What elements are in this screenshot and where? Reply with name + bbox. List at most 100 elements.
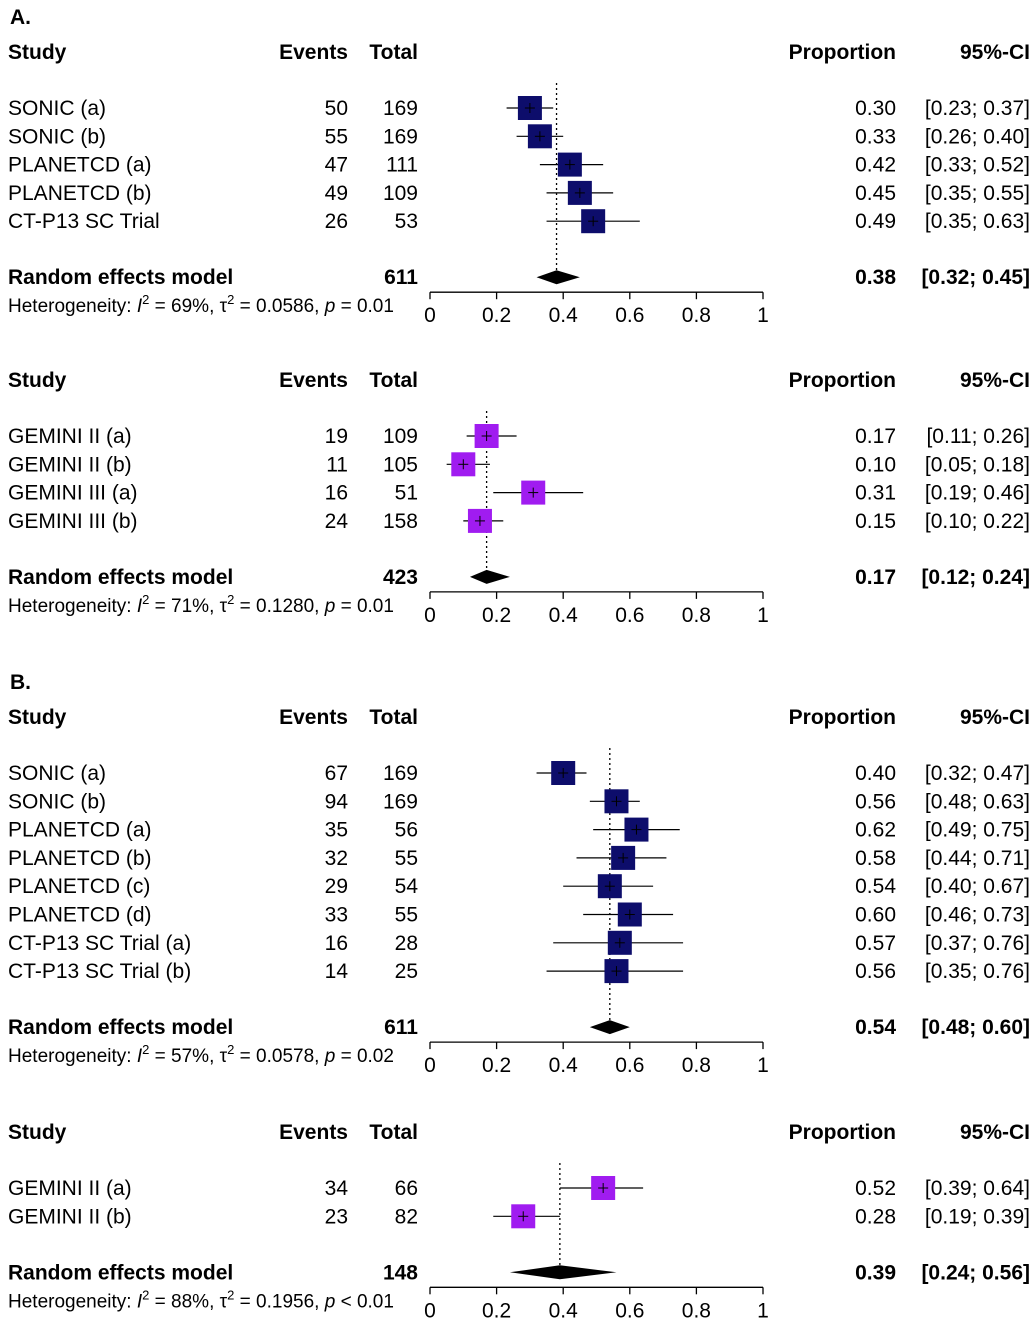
study-events: 32 bbox=[325, 847, 348, 870]
study-ci: [0.19; 0.39] bbox=[925, 1205, 1030, 1228]
study-ci: [0.33; 0.52] bbox=[925, 154, 1030, 177]
pooled-label: Random effects model bbox=[8, 1016, 233, 1039]
study-proportion: 0.28 bbox=[855, 1205, 896, 1228]
pooled-total: 148 bbox=[383, 1261, 418, 1284]
study-ci: [0.35; 0.76] bbox=[925, 960, 1030, 983]
study-name: PLANETCD (a) bbox=[8, 819, 152, 842]
study-name: PLANETCD (c) bbox=[8, 875, 150, 898]
heterogeneity-text: Heterogeneity: I2 = 57%, τ2 = 0.0578, p … bbox=[8, 1042, 394, 1067]
x-tick-label: 0.8 bbox=[682, 604, 711, 627]
x-tick-label: 0 bbox=[424, 604, 436, 627]
study-ci: [0.49; 0.75] bbox=[925, 819, 1030, 842]
study-proportion: 0.31 bbox=[855, 482, 896, 505]
pooled-ci: [0.12; 0.24] bbox=[921, 566, 1030, 589]
study-events: 34 bbox=[325, 1177, 349, 1200]
section-label: A. bbox=[10, 6, 31, 29]
header-events: Events bbox=[279, 369, 348, 392]
study-name: PLANETCD (b) bbox=[8, 182, 152, 205]
study-ci: [0.19; 0.46] bbox=[925, 482, 1030, 505]
study-proportion: 0.57 bbox=[855, 932, 896, 955]
x-tick-label: 0.6 bbox=[615, 304, 644, 327]
study-name: GEMINI II (b) bbox=[8, 1205, 132, 1228]
study-events: 23 bbox=[325, 1205, 348, 1228]
pooled-ci: [0.24; 0.56] bbox=[921, 1261, 1030, 1284]
pooled-diamond bbox=[589, 1020, 630, 1035]
study-name: SONIC (a) bbox=[8, 762, 106, 785]
study-name: GEMINI III (a) bbox=[8, 482, 138, 505]
header-events: Events bbox=[279, 706, 348, 729]
study-total: 55 bbox=[395, 847, 418, 870]
pooled-label: Random effects model bbox=[8, 266, 233, 289]
study-total: 109 bbox=[383, 182, 418, 205]
study-proportion: 0.56 bbox=[855, 790, 896, 813]
study-events: 47 bbox=[325, 154, 348, 177]
study-events: 50 bbox=[325, 97, 348, 120]
study-proportion: 0.15 bbox=[855, 510, 896, 533]
x-tick-label: 0.2 bbox=[482, 1054, 511, 1077]
study-events: 49 bbox=[325, 182, 348, 205]
header-study: Study bbox=[8, 369, 67, 392]
study-ci: [0.40; 0.67] bbox=[925, 875, 1030, 898]
study-total: 53 bbox=[395, 210, 418, 233]
x-tick-label: 1 bbox=[757, 304, 769, 327]
study-total: 55 bbox=[395, 904, 418, 927]
study-name: SONIC (b) bbox=[8, 790, 106, 813]
pooled-total: 611 bbox=[384, 266, 418, 289]
study-ci: [0.23; 0.37] bbox=[925, 97, 1030, 120]
forest-panel: Study Events Total Proportion 95%-CI GEMINI I… bbox=[8, 369, 1030, 627]
pooled-total: 423 bbox=[383, 566, 418, 589]
study-proportion: 0.60 bbox=[855, 904, 896, 927]
x-tick-label: 0.6 bbox=[615, 1054, 644, 1077]
study-name: GEMINI II (b) bbox=[8, 453, 132, 476]
study-proportion: 0.17 bbox=[855, 425, 896, 448]
study-name: GEMINI III (b) bbox=[8, 510, 138, 533]
study-total: 158 bbox=[383, 510, 418, 533]
study-proportion: 0.52 bbox=[855, 1177, 896, 1200]
x-tick-label: 0.4 bbox=[549, 304, 579, 327]
study-events: 16 bbox=[325, 932, 348, 955]
study-ci: [0.48; 0.63] bbox=[925, 790, 1030, 813]
x-tick-label: 0 bbox=[424, 304, 436, 327]
study-name: PLANETCD (d) bbox=[8, 904, 152, 927]
pooled-diamond bbox=[509, 1265, 617, 1280]
forest-panel: A. Study Events Total Proportion 95%-CI SONIC … bbox=[8, 6, 1030, 327]
x-tick-label: 0.4 bbox=[549, 1299, 579, 1322]
header-ci: 95%-CI bbox=[960, 41, 1030, 64]
study-name: GEMINI II (a) bbox=[8, 1177, 132, 1200]
study-proportion: 0.54 bbox=[855, 875, 896, 898]
study-ci: [0.46; 0.73] bbox=[925, 904, 1030, 927]
study-proportion: 0.10 bbox=[855, 453, 896, 476]
study-ci: [0.35; 0.63] bbox=[925, 210, 1030, 233]
study-total: 111 bbox=[386, 154, 418, 177]
study-ci: [0.10; 0.22] bbox=[925, 510, 1030, 533]
study-ci: [0.37; 0.76] bbox=[925, 932, 1030, 955]
x-tick-label: 0.2 bbox=[482, 304, 511, 327]
header-total: Total bbox=[369, 706, 418, 729]
study-proportion: 0.62 bbox=[855, 819, 896, 842]
pooled-label: Random effects model bbox=[8, 1261, 233, 1284]
study-proportion: 0.33 bbox=[855, 125, 896, 148]
x-tick-label: 0.6 bbox=[615, 1299, 644, 1322]
study-events: 11 bbox=[326, 453, 348, 476]
study-total: 169 bbox=[383, 97, 418, 120]
study-name: PLANETCD (a) bbox=[8, 154, 152, 177]
study-events: 55 bbox=[325, 125, 348, 148]
x-tick-label: 0.2 bbox=[482, 1299, 511, 1322]
x-tick-label: 1 bbox=[757, 1054, 769, 1077]
header-total: Total bbox=[369, 1121, 418, 1144]
heterogeneity-text: Heterogeneity: I2 = 69%, τ2 = 0.0586, p … bbox=[8, 292, 394, 317]
study-name: SONIC (a) bbox=[8, 97, 106, 120]
study-proportion: 0.49 bbox=[855, 210, 896, 233]
study-events: 29 bbox=[325, 875, 348, 898]
study-proportion: 0.30 bbox=[855, 97, 896, 120]
study-events: 33 bbox=[325, 904, 348, 927]
header-ci: 95%-CI bbox=[960, 369, 1030, 392]
study-events: 67 bbox=[325, 762, 348, 785]
pooled-proportion: 0.54 bbox=[855, 1016, 896, 1039]
study-events: 14 bbox=[325, 960, 349, 983]
header-study: Study bbox=[8, 41, 67, 64]
study-ci: [0.05; 0.18] bbox=[925, 453, 1030, 476]
pooled-label: Random effects model bbox=[8, 566, 233, 589]
header-study: Study bbox=[8, 706, 67, 729]
